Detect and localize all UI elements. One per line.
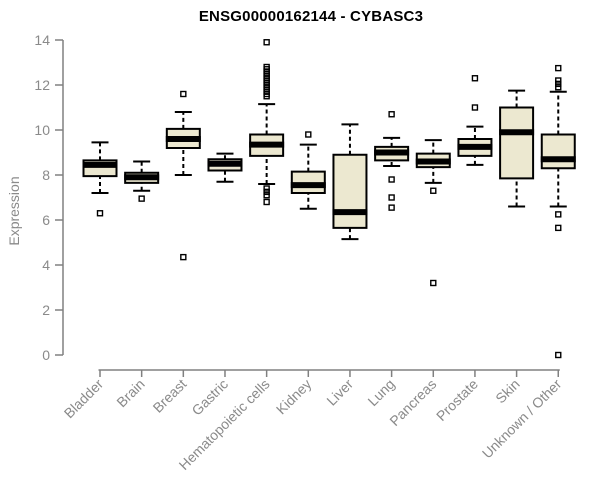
outlier-unknown-other [555, 64, 562, 72]
y-tick-label: 0 [42, 347, 50, 363]
x-tick-label: Lung [364, 376, 397, 409]
outlier-lung [388, 204, 395, 211]
chart-title: ENSG00000162144 - CYBASC3 [198, 8, 424, 25]
x-tick-label: Bladder [61, 376, 107, 422]
outlier-pancreas [430, 279, 437, 287]
outlier-prostate [471, 75, 479, 82]
outlier-hematopoietic-cells [263, 93, 270, 100]
outlier-brain [138, 195, 145, 202]
outlier-bladder [96, 210, 104, 217]
y-tick-label: 14 [34, 32, 50, 48]
outlier-unknown-other [555, 84, 562, 91]
x-tick-label: Unknown / Other [479, 376, 565, 462]
outlier-breast [180, 253, 187, 261]
y-tick-label: 2 [42, 302, 50, 318]
x-tick-label: Liver [323, 376, 356, 409]
outlier-hematopoietic-cells [263, 192, 270, 199]
outlier-unknown-other [555, 211, 562, 218]
outlier-hematopoietic-cells [263, 185, 270, 192]
x-tick-label: Brain [113, 376, 147, 410]
outlier-unknown-other [555, 80, 562, 88]
box-unknown-other [540, 133, 576, 170]
y-tick-label: 10 [34, 122, 50, 138]
outlier-pancreas [430, 187, 437, 194]
outlier-lung [388, 111, 395, 118]
outlier-hematopoietic-cells [263, 198, 270, 206]
outlier-hematopoietic-cells [263, 39, 270, 46]
outlier-unknown-other [555, 224, 562, 232]
outlier-breast [180, 90, 187, 98]
y-tick-label: 12 [34, 77, 50, 93]
outlier-prostate [471, 104, 479, 111]
y-tick-label: 8 [42, 167, 50, 183]
outlier-lung [388, 176, 395, 183]
y-tick-label: 6 [42, 212, 50, 228]
outlier-hematopoietic-cells [263, 188, 270, 196]
outlier-unknown-other [555, 77, 562, 84]
outlier-unknown-other [555, 351, 562, 359]
outlier-lung [388, 194, 395, 201]
x-tick-label: Skin [492, 376, 523, 407]
x-tick-label: Breast [150, 376, 190, 416]
box-liver [332, 153, 368, 229]
x-tick-label: Kidney [273, 376, 315, 418]
outlier-kidney [305, 131, 312, 138]
x-tick-label: Prostate [433, 376, 481, 424]
box-skin [499, 106, 535, 180]
y-tick-label: 4 [42, 257, 50, 273]
